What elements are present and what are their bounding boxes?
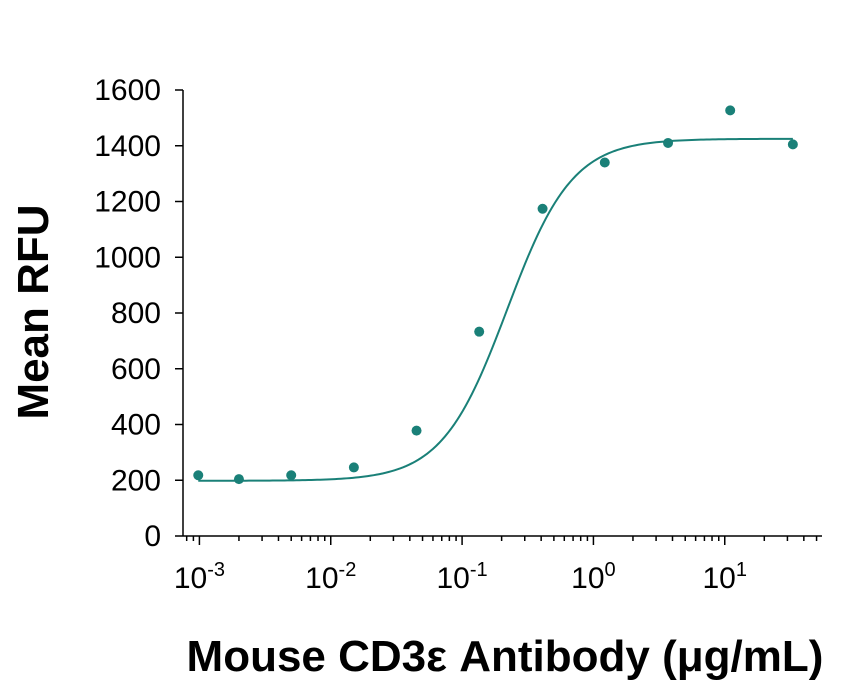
x-tick-label: 10-1 xyxy=(436,559,487,595)
data-point xyxy=(537,203,548,214)
y-tick-label: 1200 xyxy=(94,186,161,219)
y-ticks: 0 200 400 600 800 1000 1200 1400 1600 xyxy=(94,74,183,553)
y-tick-label: 600 xyxy=(111,353,161,386)
axes xyxy=(182,90,822,537)
x-axis-title: Mouse CD3ε Antibody (μg/mL) xyxy=(187,632,824,681)
data-point xyxy=(725,105,736,116)
data-point xyxy=(411,425,422,436)
data-point xyxy=(474,326,485,337)
data-points xyxy=(193,105,798,485)
fit-curve xyxy=(198,137,793,482)
data-point xyxy=(787,139,798,150)
x-tick-label: 10-3 xyxy=(174,559,225,595)
y-tick-label: 200 xyxy=(111,464,161,497)
data-point xyxy=(348,462,359,473)
y-tick-label: 800 xyxy=(111,297,161,330)
data-point xyxy=(193,470,204,481)
data-point xyxy=(663,137,674,148)
x-tick-label: 101 xyxy=(703,559,748,595)
y-tick-label: 400 xyxy=(111,409,161,442)
y-tick-label: 1000 xyxy=(94,241,161,274)
data-point xyxy=(599,157,610,168)
y-tick-label: 1400 xyxy=(94,130,161,163)
x-tick-label: 100 xyxy=(571,559,616,595)
y-tick-label: 0 xyxy=(144,520,161,553)
y-tick-label: 1600 xyxy=(94,74,161,107)
x-ticks: 10-3 10-2 10-1 100 101 xyxy=(174,536,818,595)
data-point xyxy=(286,470,297,481)
data-point xyxy=(233,474,244,485)
x-tick-label: 10-2 xyxy=(305,559,356,595)
y-axis-title: Mean RFU xyxy=(9,204,58,419)
